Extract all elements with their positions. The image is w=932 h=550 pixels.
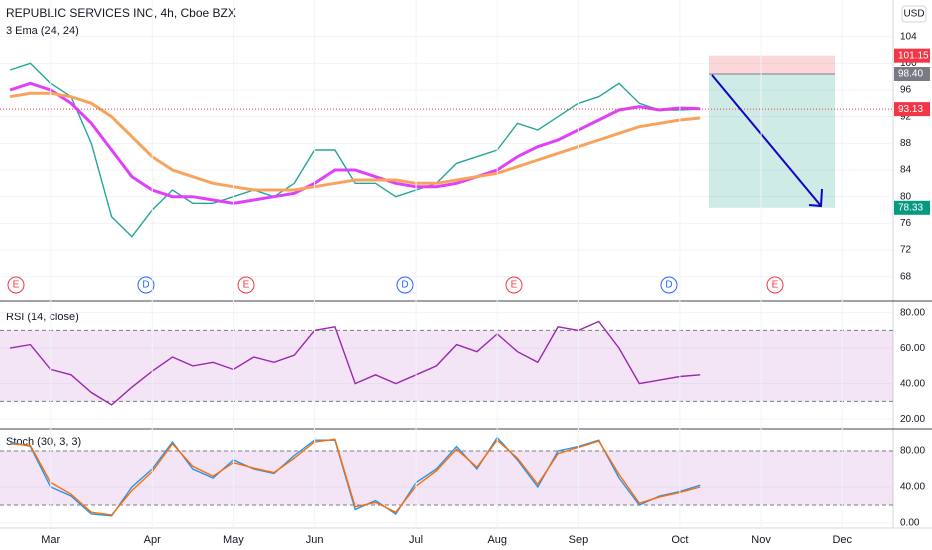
event-marker[interactable] xyxy=(237,276,255,294)
x-tick-label: Jun xyxy=(306,534,324,546)
series-line xyxy=(9,91,701,192)
x-tick-label: Apr xyxy=(144,534,161,546)
event-label: E xyxy=(511,280,518,291)
x-tick-label: Nov xyxy=(751,534,771,546)
y-tick-label: 80 xyxy=(900,191,912,202)
event-marker[interactable] xyxy=(505,276,523,294)
y-tick-label: 96 xyxy=(900,85,912,96)
band xyxy=(0,330,893,402)
event-marker[interactable] xyxy=(396,276,414,294)
price-label-box xyxy=(894,67,930,81)
event-marker[interactable] xyxy=(137,276,155,294)
x-tick-label: Aug xyxy=(487,534,507,546)
y-tick-label: 20.00 xyxy=(900,414,925,425)
series-line xyxy=(9,436,701,517)
event-marker[interactable] xyxy=(766,276,784,294)
currency[interactable]: USD xyxy=(903,9,924,20)
stop-zone xyxy=(709,55,835,74)
indicator-title: Stoch (30, 3, 3) xyxy=(6,436,81,448)
series-line xyxy=(9,62,701,238)
y-tick-label: 80.00 xyxy=(900,307,925,318)
price-label: 98.40 xyxy=(898,69,923,80)
arrow xyxy=(711,74,823,208)
event-marker[interactable] xyxy=(7,276,25,294)
event-label: E xyxy=(772,280,779,291)
indicator-title: RSI (14, close) xyxy=(6,311,79,323)
price-label-box xyxy=(894,200,930,215)
price-label-box xyxy=(894,102,930,117)
y-tick-label: 68 xyxy=(900,271,912,282)
y-tick-label: 72 xyxy=(900,245,912,256)
x-tick-label: Oct xyxy=(671,534,688,546)
y-tick-label: 88 xyxy=(900,138,912,149)
x-tick-label: May xyxy=(223,534,244,546)
series-line xyxy=(9,320,701,406)
y-tick-label: 0.00 xyxy=(900,518,920,529)
price-label: 101.15 xyxy=(898,50,929,61)
y-tick-label: 92 xyxy=(900,111,912,122)
event-label: E xyxy=(243,280,250,291)
event-label: D xyxy=(142,280,149,291)
y-tick-label: 40.00 xyxy=(900,482,925,493)
price-label-box xyxy=(894,48,930,63)
y-tick-label: 40.00 xyxy=(900,378,925,389)
series-line xyxy=(9,81,701,205)
x-tick-label: Mar xyxy=(41,534,60,546)
x-tick-label: Sep xyxy=(569,534,589,546)
y-tick-label: 84 xyxy=(900,165,912,176)
event-label: D xyxy=(665,280,672,291)
series-line xyxy=(10,438,701,516)
indicator-title: 3 Ema (24, 24) xyxy=(6,25,79,37)
y-tick-label: 76 xyxy=(900,218,912,229)
y-tick-label: 60.00 xyxy=(900,343,925,354)
chart-title: REPUBLIC SERVICES INC, 4h, Cboe BZX xyxy=(6,6,236,20)
y-tick-label: 104 xyxy=(900,31,917,42)
event-label: D xyxy=(401,280,408,291)
event-label: E xyxy=(13,280,20,291)
price-label: 78.33 xyxy=(898,202,923,213)
x-tick-label: Jul xyxy=(409,534,423,546)
price-label: 93.13 xyxy=(898,104,923,115)
y-tick-label: 80.00 xyxy=(900,446,925,457)
currency-box[interactable] xyxy=(901,5,927,23)
event-marker[interactable] xyxy=(660,276,678,294)
y-tick-label: 100 xyxy=(900,58,917,69)
x-tick-label: Dec xyxy=(832,534,852,546)
